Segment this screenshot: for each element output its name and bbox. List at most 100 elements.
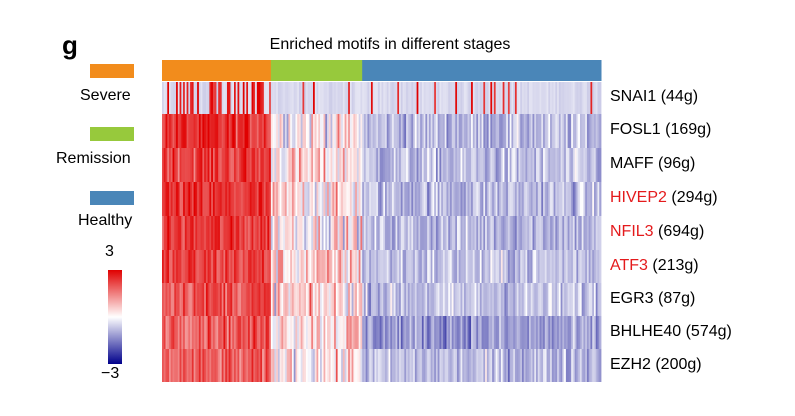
heatmap-cell	[265, 216, 268, 250]
heatmap-cell	[237, 316, 240, 349]
heatmap-cell	[225, 216, 228, 250]
heatmap-cell	[342, 216, 346, 250]
heatmap-cell	[479, 349, 482, 382]
heatmap-cell	[518, 82, 521, 114]
heatmap-cell	[320, 349, 323, 382]
heatmap-cell	[462, 182, 465, 216]
heatmap-cell	[300, 250, 303, 283]
heatmap-cell	[325, 316, 328, 349]
heatmap-cell	[170, 82, 173, 114]
heatmap-cell	[576, 349, 579, 382]
heatmap-cell	[555, 114, 558, 148]
heatmap-cell	[434, 216, 437, 250]
heatmap-cell	[309, 82, 312, 114]
row-label-snai1: SNAI1 (44g)	[610, 88, 698, 106]
heatmap-cell	[555, 216, 558, 250]
heatmap-cell	[555, 148, 558, 182]
heatmap-cell	[383, 283, 386, 316]
heatmap-cell	[395, 114, 398, 148]
heatmap-cell	[202, 216, 205, 250]
heatmap-cell	[388, 216, 391, 250]
heatmap-cell	[255, 316, 258, 349]
heatmap-cell	[442, 148, 446, 182]
heatmap-cell	[516, 250, 519, 283]
heatmap-cell	[460, 216, 463, 250]
heatmap-cell	[188, 216, 191, 250]
heatmap-cell	[351, 182, 354, 216]
heatmap-cell	[211, 148, 214, 182]
heatmap-cell	[262, 349, 265, 382]
heatmap-cell	[165, 148, 168, 182]
heatmap-cell	[165, 283, 168, 316]
heatmap-cell	[546, 182, 549, 216]
heatmap-cell	[472, 216, 475, 250]
heatmap-cell	[465, 182, 468, 216]
heatmap-cell	[369, 82, 372, 114]
heatmap-cell	[381, 182, 384, 216]
heatmap-cell	[511, 182, 514, 216]
heatmap-cell	[592, 250, 595, 283]
heatmap-cell	[413, 349, 416, 382]
heatmap-cell	[177, 114, 180, 148]
heatmap-cell	[363, 316, 367, 349]
heatmap-cell	[349, 182, 353, 216]
heatmap-cell	[462, 316, 465, 349]
heatmap-cell	[191, 182, 195, 216]
heatmap-cell	[397, 316, 400, 349]
heatmap-cell	[404, 250, 407, 283]
heatmap-cell	[407, 250, 410, 283]
heatmap-cell	[298, 182, 302, 216]
heatmap-cell	[406, 182, 409, 216]
heatmap-cell	[504, 148, 507, 182]
heatmap-cell	[328, 316, 331, 349]
heatmap-cell	[281, 283, 284, 316]
heatmap-cell	[321, 114, 324, 148]
heatmap-cell	[214, 216, 217, 250]
heatmap-cell	[307, 316, 310, 349]
heatmap-cell	[228, 82, 231, 114]
heatmap-cell	[593, 182, 597, 216]
heatmap-cell	[593, 316, 597, 349]
group-bar-remission	[270, 60, 363, 81]
heatmap-cell	[472, 349, 475, 382]
heatmap-cell	[513, 316, 516, 349]
heatmap-cell	[358, 82, 361, 114]
heatmap-cell	[290, 283, 293, 316]
heatmap-cell	[414, 182, 418, 216]
heatmap-cell	[374, 114, 377, 148]
heatmap-cell	[337, 349, 340, 382]
heatmap-cell	[330, 82, 333, 114]
heatmap-cell	[276, 216, 279, 250]
heatmap-cell	[186, 114, 189, 148]
heatmap-cell	[267, 216, 270, 250]
heatmap-cell	[321, 283, 324, 316]
heatmap-cell	[448, 114, 451, 148]
heatmap-cell	[441, 148, 444, 182]
heatmap-cell	[597, 250, 600, 283]
heatmap-cell	[588, 283, 591, 316]
heatmap-cell	[560, 114, 563, 148]
heatmap-cell	[207, 283, 210, 316]
heatmap-cell	[428, 283, 432, 316]
heatmap-cell	[190, 216, 193, 250]
heatmap-cell	[471, 349, 474, 382]
heatmap-cell	[539, 148, 542, 182]
heatmap-cell	[288, 82, 291, 114]
heatmap-cell	[188, 283, 191, 316]
heatmap-cell	[432, 82, 435, 114]
heatmap-cell	[327, 114, 330, 148]
heatmap-cell	[583, 114, 586, 148]
heatmap-cell	[441, 216, 444, 250]
heatmap-cell	[191, 316, 195, 349]
heatmap-cell	[453, 216, 456, 250]
heatmap-cell	[360, 250, 363, 283]
heatmap-cell	[399, 316, 402, 349]
heatmap-cell	[191, 250, 195, 283]
heatmap-cell	[420, 114, 423, 148]
heatmap-cell	[530, 148, 533, 182]
heatmap-cell	[595, 82, 598, 114]
heatmap-cell	[349, 316, 353, 349]
heatmap-cell	[583, 82, 586, 114]
heatmap-cell	[527, 349, 530, 382]
heatmap-cell	[446, 283, 449, 316]
